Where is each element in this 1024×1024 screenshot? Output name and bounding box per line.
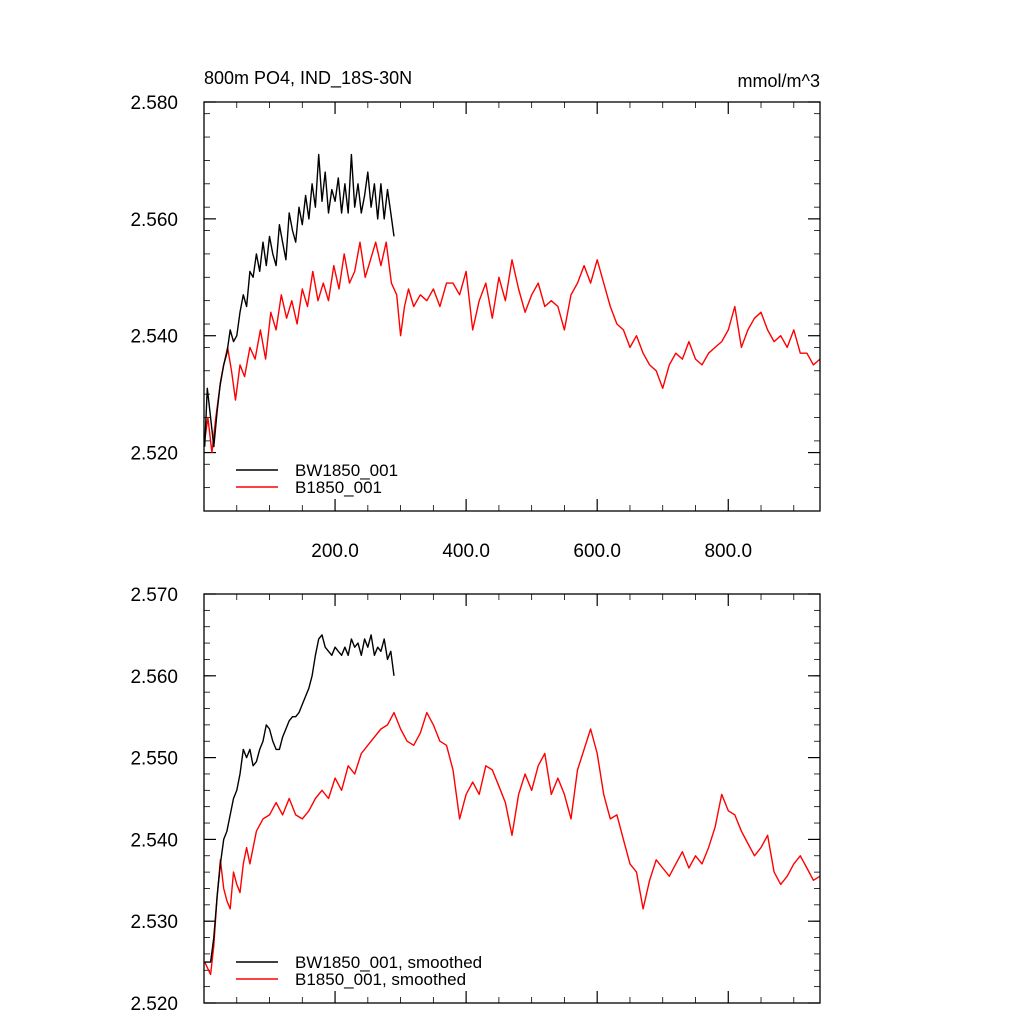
x-tick-label: 400.0 [442, 541, 490, 562]
bottom-panel: 2.520 2.530 2.540 2.550 2.560 2.570 BW1850_00… [130, 585, 821, 1015]
y-tick-label: 2.570 [130, 585, 178, 606]
chart-title: 800m PO4, IND_18S-30N [204, 68, 412, 89]
x-tick-label: 200.0 [311, 541, 359, 562]
y-tick-label: 2.520 [130, 444, 178, 465]
bottom-panel-frame [203, 593, 821, 1004]
bottom-panel-ticks: 2.520 2.530 2.540 2.550 2.560 2.570 [130, 585, 820, 1015]
legend-label: BW1850_001, smoothed [295, 953, 482, 972]
series-line-b1850-001-smoothed [204, 711, 821, 976]
x-tick-label: 600.0 [573, 541, 621, 562]
legend-label: B1850_001 [295, 478, 382, 497]
y-tick-label: 2.540 [130, 327, 178, 348]
y-tick-label: 2.550 [130, 749, 178, 770]
y-tick-label: 2.520 [130, 994, 178, 1015]
top-panel-ticks: 2.520 2.540 2.560 2.580 200.0 400.0 600.0 800.0 [130, 93, 820, 562]
x-tick-label: 800.0 [704, 541, 752, 562]
top-panel: 800m PO4, IND_18S-30N mmol/m^3 2.520 2.54… [130, 68, 821, 562]
y-tick-label: 2.530 [130, 912, 178, 933]
units-label: mmol/m^3 [738, 71, 820, 91]
series-line-bw1850-001 [204, 153, 395, 448]
top-panel-series [204, 153, 821, 454]
y-tick-label: 2.540 [130, 830, 178, 851]
y-tick-label: 2.580 [130, 93, 178, 114]
legend-label: B1850_001, smoothed [295, 970, 466, 989]
top-panel-frame [203, 101, 821, 512]
y-tick-label: 2.560 [130, 667, 178, 688]
y-tick-label: 2.560 [130, 210, 178, 231]
series-line-b1850-001 [204, 241, 821, 454]
legend-label: BW1850_001 [295, 461, 398, 480]
bottom-panel-series [204, 634, 821, 976]
series-line-bw1850-001-smoothed [204, 634, 395, 963]
